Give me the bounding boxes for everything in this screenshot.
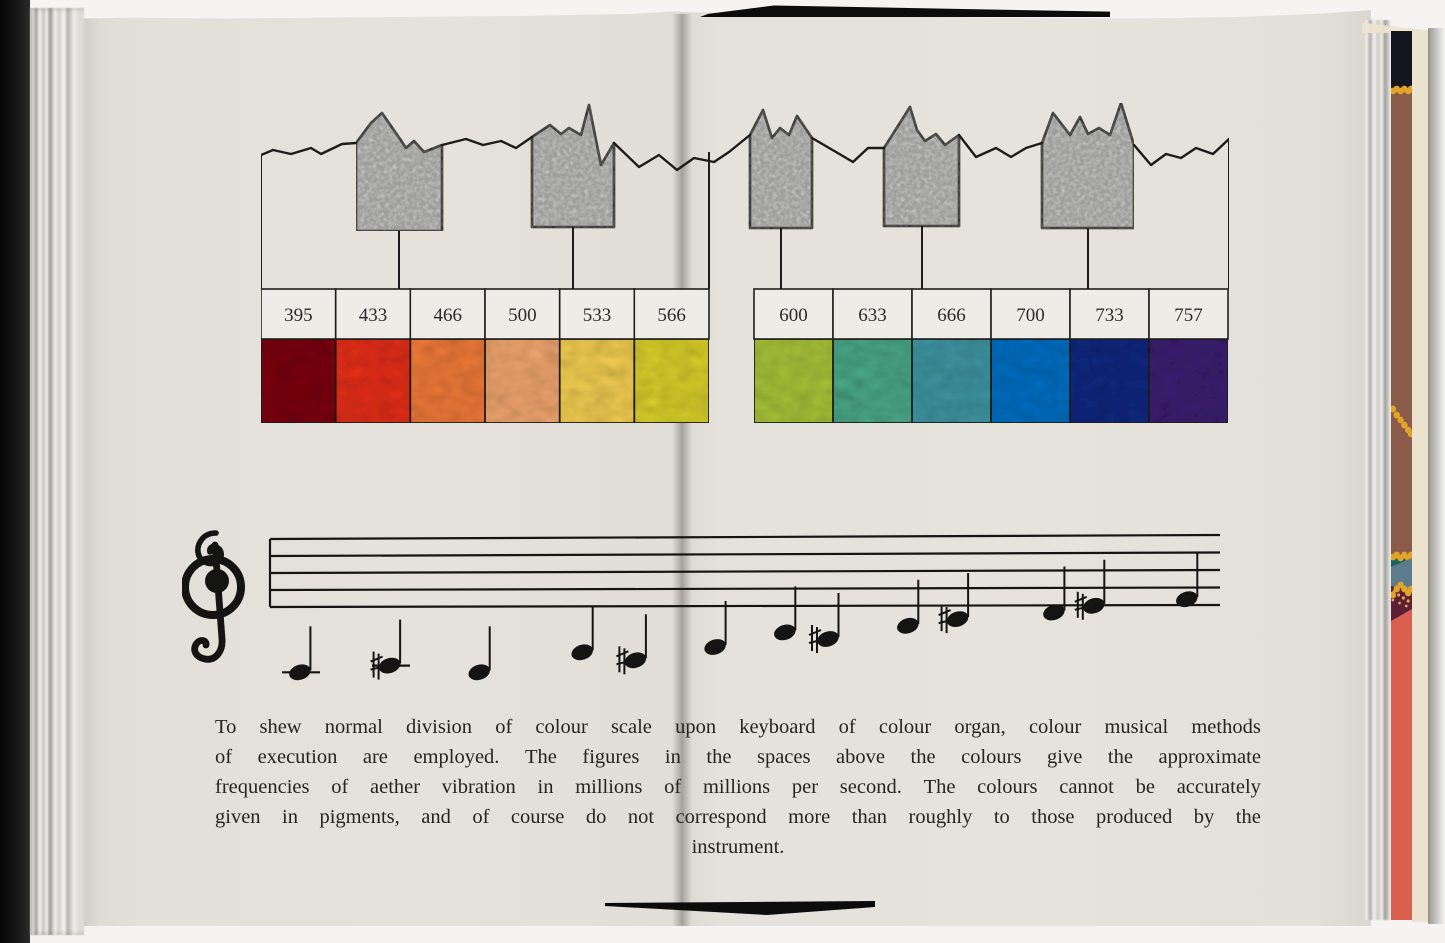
svg-text:733: 733 <box>1095 305 1124 326</box>
svg-text:533: 533 <box>583 305 612 326</box>
svg-text:395: 395 <box>284 305 313 326</box>
svg-text:757: 757 <box>1174 305 1203 326</box>
svg-text:466: 466 <box>433 305 462 326</box>
svg-text:633: 633 <box>858 305 887 326</box>
svg-text:566: 566 <box>657 305 686 326</box>
svg-text:700: 700 <box>1016 305 1045 326</box>
svg-text:600: 600 <box>779 305 808 326</box>
svg-text:666: 666 <box>937 305 966 326</box>
svg-text:500: 500 <box>508 305 537 326</box>
svg-text:433: 433 <box>359 305 388 326</box>
